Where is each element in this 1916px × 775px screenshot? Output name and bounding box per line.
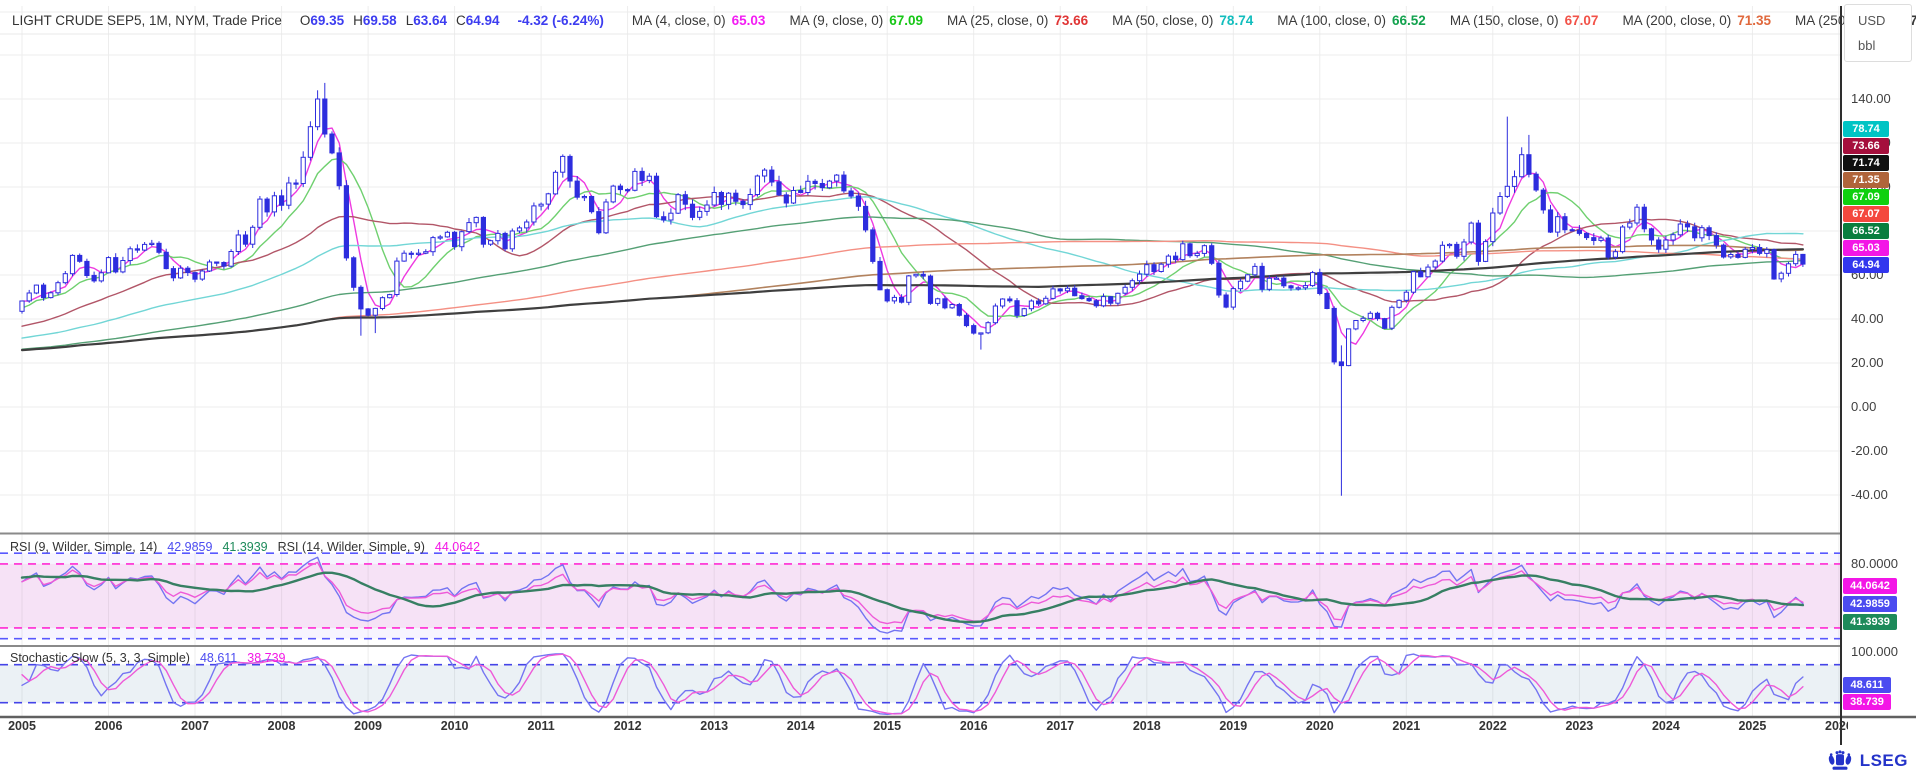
price-badge: 78.74 — [1843, 121, 1889, 137]
price-badge: 71.74 — [1843, 155, 1889, 171]
stochastic-legend[interactable]: Stochastic Slow (5, 3, 3, Simple) 48.611 3… — [10, 651, 285, 665]
currency-label: USD — [1858, 13, 1886, 28]
legend-part: RSI (9, Wilder, Simple, 14) — [10, 540, 158, 554]
year-label: 2005 — [8, 719, 36, 733]
legend-part: 44.0642 — [434, 540, 481, 554]
price-axis-tick: 20.00 — [1851, 355, 1884, 370]
rsi-badge: 41.3939 — [1843, 614, 1897, 630]
time-axis[interactable]: 2005 2006 2007 2008 2009 2010 2011 2012 2013 2014… — [0, 717, 1848, 739]
rsi-badge: 44.0642 — [1843, 578, 1897, 594]
year-label: 2007 — [181, 719, 209, 733]
year-label: 2026 — [1825, 719, 1848, 733]
year-label: 2021 — [1392, 719, 1421, 733]
year-label: 2008 — [267, 719, 296, 733]
unit-label: bbl — [1858, 38, 1876, 53]
year-label: 2017 — [1046, 719, 1075, 733]
year-label: 2022 — [1478, 719, 1507, 733]
rsi-axis-tick: 80.0000 — [1851, 555, 1898, 571]
price-badge: 71.35 — [1843, 172, 1889, 188]
lseg-crest-icon — [1828, 750, 1851, 770]
instrument-title: LIGHT CRUDE SEP5, 1M, NYM, Trade Price — [12, 13, 282, 28]
lseg-logo-text: LSEG — [1859, 751, 1908, 770]
stoch-badge: 48.611 — [1843, 677, 1891, 693]
year-label: 2023 — [1565, 719, 1594, 733]
legend-part: 41.3939 — [222, 540, 268, 554]
rsi-badge: 42.9859 — [1843, 596, 1897, 612]
year-label: 2009 — [354, 719, 382, 733]
ma-legend-item[interactable]: MA (50, close, 0) 78.74 — [1112, 13, 1254, 28]
ma-legend-item[interactable]: MA (25, close, 0) 73.66 — [947, 13, 1089, 28]
price-badge: 65.03 — [1843, 240, 1889, 256]
year-label: 2013 — [700, 719, 729, 733]
year-label: 2011 — [527, 719, 555, 733]
ma-legend-item[interactable]: MA (150, close, 0) 67.07 — [1449, 13, 1599, 28]
ohlc-low: L63.64 — [405, 13, 447, 28]
price-badge: 64.94 — [1843, 257, 1889, 273]
ma-legend-item[interactable]: MA (200, close, 0) 71.35 — [1622, 13, 1772, 28]
price-badge: 67.09 — [1843, 189, 1889, 205]
ohlc-open: O69.35 — [299, 13, 345, 28]
legend-part: 38.739 — [247, 651, 286, 665]
ohlc-group: O69.35 H69.58 L63.64 C64.94 — [300, 13, 500, 28]
price-axis-tick: -40.00 — [1851, 487, 1888, 502]
stoch-badge: 38.739 — [1843, 694, 1891, 710]
ohlc-high: H69.58 — [353, 13, 397, 28]
ma-legend-item[interactable]: MA (100, close, 0) 66.52 — [1277, 13, 1426, 28]
legend-part: 48.611 — [199, 651, 238, 665]
price-axis-tick: 40.00 — [1851, 311, 1884, 326]
ma-legend-group: MA (4, close, 0) 65.03 MA (9, close, 0) 67.… — [632, 13, 1916, 28]
year-label: 2025 — [1738, 719, 1767, 733]
chart-legend-bar: LIGHT CRUDE SEP5, 1M, NYM, Trade Price O6… — [12, 13, 1916, 28]
price-badge: 66.52 — [1843, 223, 1889, 239]
year-label: 2020 — [1305, 719, 1334, 733]
legend-part: RSI (14, Wilder, Simple, 9) — [277, 540, 425, 554]
ohlc-close: C64.94 — [456, 13, 500, 28]
year-label: 2024 — [1651, 719, 1680, 733]
year-label: 2015 — [873, 719, 902, 733]
ma-legend-item[interactable]: MA (9, close, 0) 67.09 — [789, 13, 924, 28]
price-axis-tick: 140.00 — [1851, 91, 1891, 106]
year-label: 2012 — [613, 719, 642, 733]
stoch-axis-tick: 100.000 — [1851, 644, 1898, 659]
net-change: -4.32 (-6.24%) — [517, 13, 604, 28]
year-label: 2006 — [94, 719, 123, 733]
year-label: 2014 — [786, 719, 815, 733]
lseg-logo: LSEG — [1827, 750, 1908, 772]
unit-box: USD bbl — [1844, 4, 1912, 62]
rsi-legend[interactable]: RSI (9, Wilder, Simple, 14) 42.9859 41.393… — [10, 540, 480, 554]
price-axis-tick: -20.00 — [1851, 443, 1888, 458]
price-badge: 73.66 — [1843, 138, 1889, 154]
year-label: 2018 — [1132, 719, 1161, 733]
legend-part: 42.9859 — [167, 540, 213, 554]
legend-part: Stochastic Slow (5, 3, 3, Simple) — [10, 651, 190, 665]
year-label: 2010 — [440, 719, 469, 733]
chart-plot-area[interactable] — [0, 34, 1841, 717]
price-badge: 67.07 — [1843, 206, 1889, 222]
ma-legend-item[interactable]: MA (4, close, 0) 65.03 — [631, 13, 766, 28]
price-axis-tick: 0.00 — [1851, 399, 1877, 414]
year-label: 2016 — [959, 719, 988, 733]
year-label: 2019 — [1219, 719, 1248, 733]
